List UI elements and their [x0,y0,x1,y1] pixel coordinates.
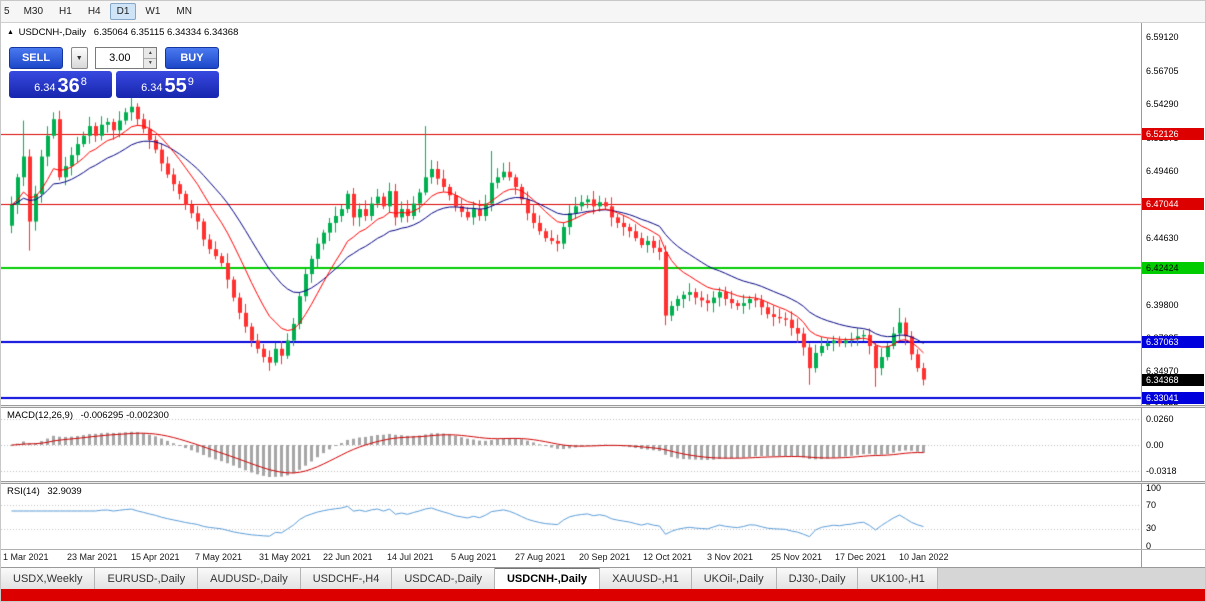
macd-axis-label: 0.0260 [1146,414,1174,424]
rsi-header: RSI(14) 32.9039 [7,486,82,497]
price-level-box: 6.42424 [1142,262,1204,275]
collapse-arrow-icon[interactable]: ▲ [7,29,14,36]
panel-splitter[interactable] [1,405,1205,408]
price-level-box: 6.37063 [1142,336,1204,349]
macd-axis-label: -0.0318 [1146,466,1177,476]
macd-values: -0.006295 -0.002300 [80,410,169,421]
volume-dropdown-button[interactable]: ▼ [70,47,88,69]
chart-symbol-period: USDCNH-,Daily [18,27,87,38]
sell-price-display[interactable]: 6.34 36 8 [9,71,112,98]
chevron-down-icon: ▼ [75,54,83,62]
price-tick-label: 6.56705 [1146,65,1179,76]
chart-tab-uk100-h1[interactable]: UK100-,H1 [858,568,938,589]
sell-price-pips: 36 [57,75,80,97]
chart-tab-usdx-weekly[interactable]: USDX,Weekly [1,568,96,589]
chart-header: ▲ USDCNH-,Daily 6.35064 6.35115 6.34334 … [7,27,238,38]
date-label: 23 Mar 2021 [67,552,118,562]
rsi-value: 32.9039 [47,486,82,497]
macd-header: MACD(12,26,9) -0.006295 -0.002300 [7,410,169,421]
panel-splitter[interactable] [1,481,1205,484]
chart-tab-audusd-daily[interactable]: AUDUSD-,Daily [198,568,301,589]
sell-price-base: 6.34 [34,82,56,94]
chart-tab-xauusd-h1[interactable]: XAUUSD-,H1 [600,568,692,589]
price-level-box: 6.33041 [1142,392,1204,404]
timeframe-button-h4[interactable]: H4 [87,6,101,17]
price-tick-label: 6.34970 [1146,366,1179,377]
volume-input[interactable]: 3.00 ▲ ▼ [95,47,158,69]
timeframe-button-5[interactable]: 5 [4,6,10,17]
date-label: 10 Jan 2022 [899,552,949,562]
buy-button[interactable]: BUY [164,47,219,69]
chart-tab-usdchf-h4[interactable]: USDCHF-,H4 [300,568,393,589]
price-tick-label: 6.54290 [1146,99,1179,110]
current-price-box: 6.34368 [1142,373,1204,386]
volume-up-button[interactable]: ▲ [144,48,157,59]
sell-price-pipette: 8 [80,76,87,88]
timeframe-toolbar: 5 M30 H1 H4 D1 W1 MN [1,1,1205,23]
chart-tab-usdcnh-daily[interactable]: USDCNH-,Daily [494,568,601,589]
macd-axis-label: 0.00 [1146,440,1164,450]
chart-tab-eurusd-daily[interactable]: EURUSD-,Daily [95,568,199,589]
chart-tab-bar: USDX,Weekly EURUSD-,Daily AUDUSD-,Daily USD… [1,567,1205,589]
timeframe-button-h1[interactable]: H1 [59,6,72,17]
chart-ohlc-values: 6.35064 6.35115 6.34334 6.34368 [93,27,239,38]
price-tick-label: 6.39800 [1146,299,1179,310]
chart-tab-usdcad-daily[interactable]: USDCAD-,Daily [392,568,495,589]
macd-name: MACD(12,26,9) [7,410,73,421]
date-label: 27 Aug 2021 [515,552,566,562]
price-axis-border [1141,23,1142,567]
date-label: 22 Jun 2021 [323,552,373,562]
rsi-name: RSI(14) [7,486,40,497]
chart-tab-ukoil-daily[interactable]: UKOil-,Daily [691,568,777,589]
one-click-trading-panel: SELL ▼ 3.00 ▲ ▼ BUY 6.34 36 8 6.34 55 9 [9,47,219,98]
buy-price-pips: 55 [164,75,187,97]
chart-tab-dj30-daily[interactable]: DJ30-,Daily [776,568,859,589]
buy-price-pipette: 9 [187,76,194,88]
price-tick-label: 6.32555 [1146,400,1179,410]
alert-bar [1,589,1205,601]
date-label: 14 Jul 2021 [387,552,434,562]
rsi-axis-label: 0 [1146,541,1152,551]
price-level-box: 6.47044 [1142,198,1204,211]
rsi-axis-label: 30 [1146,523,1157,533]
date-label: 1 Mar 2021 [3,552,49,562]
rsi-axis-label: 100 [1146,483,1162,493]
price-level-box: 6.52126 [1142,128,1204,141]
timeframe-button-d1[interactable]: D1 [109,3,137,20]
rsi-axis-label: 70 [1146,500,1157,510]
sell-button[interactable]: SELL [9,47,63,69]
timeframe-button-w1[interactable]: W1 [145,6,161,17]
date-label: 31 May 2021 [259,552,312,562]
timeframe-button-m30[interactable]: M30 [23,6,44,17]
date-label: 5 Aug 2021 [451,552,497,562]
volume-down-button[interactable]: ▼ [144,58,157,68]
timeframe-button-mn[interactable]: MN [176,6,192,17]
price-tick-label: 6.44630 [1146,232,1179,243]
time-axis-border [1,549,1205,550]
date-label: 17 Dec 2021 [835,552,887,562]
date-label: 3 Nov 2021 [707,552,754,562]
buy-price-base: 6.34 [141,82,163,94]
date-label: 12 Oct 2021 [643,552,693,562]
date-label: 25 Nov 2021 [771,552,823,562]
date-label: 15 Apr 2021 [131,552,180,562]
date-label: 20 Sep 2021 [579,552,631,562]
volume-stepper: ▲ ▼ [143,48,157,68]
price-tick-label: 6.49460 [1146,165,1179,176]
price-tick-label: 6.59120 [1146,32,1179,43]
volume-value: 3.00 [109,52,131,64]
date-label: 7 May 2021 [195,552,243,562]
buy-price-display[interactable]: 6.34 55 9 [116,71,219,98]
